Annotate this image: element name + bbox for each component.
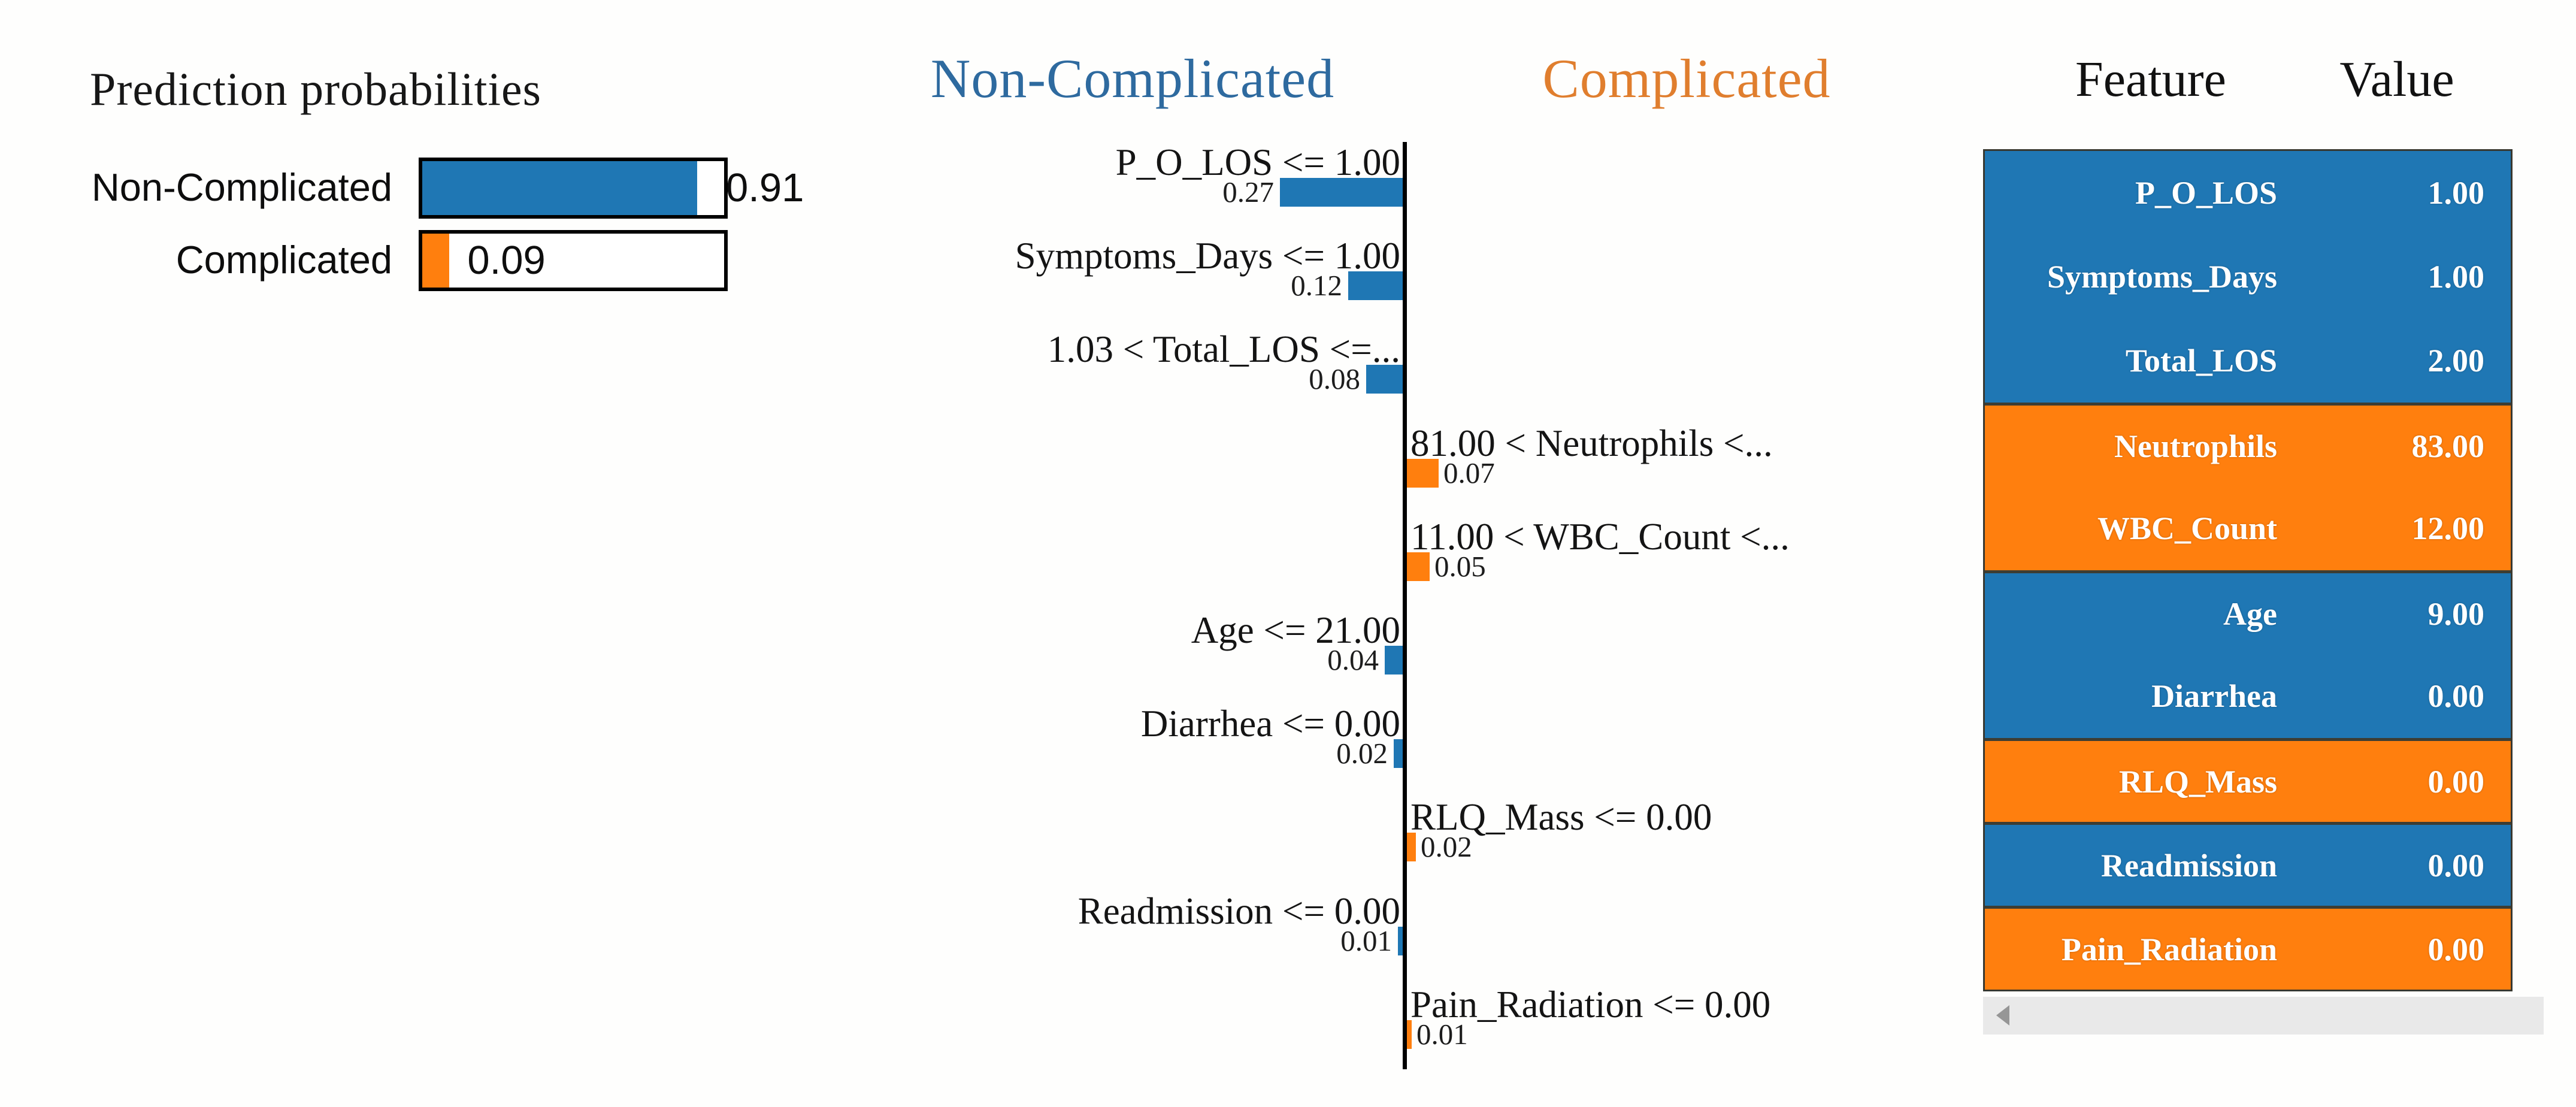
contribution-value: 0.27: [1222, 176, 1274, 208]
contribution-value: 0.05: [1434, 550, 1486, 583]
table-cell-value: 0.00: [2427, 847, 2485, 884]
probability-bar-fill: [422, 234, 450, 288]
table-header-feature: Feature: [2075, 52, 2226, 107]
prediction-class-label: Non-Complicated: [91, 165, 392, 209]
probability-bar: [419, 158, 728, 219]
feature-condition-label: Symptoms_Days <= 1.00: [1015, 235, 1400, 277]
contribution-value: 0.08: [1309, 362, 1360, 395]
table-row: Total_LOS 2.00: [1985, 319, 2511, 403]
table-cell-value: 0.00: [2427, 678, 2485, 714]
feature-condition-label: P_O_LOS <= 1.00: [1115, 141, 1400, 183]
table-row: WBC_Count 12.00: [1985, 486, 2511, 570]
table-cell-feature: P_O_LOS: [2135, 175, 2277, 211]
table-cell-value: 0.00: [2427, 763, 2485, 800]
table-row: Symptoms_Days 1.00: [1985, 235, 2511, 319]
contribution-bar: [1394, 739, 1403, 768]
prediction-class-label: Complicated: [175, 238, 392, 282]
table-cell-feature: Age: [2223, 595, 2277, 632]
table-row: Readmission 0.00: [1985, 822, 2511, 906]
contribution-value: 0.02: [1421, 830, 1472, 863]
table-cell-feature: RLQ_Mass: [2118, 763, 2277, 800]
table-cell-value: 1.00: [2427, 259, 2485, 295]
contribution-bar: [1398, 927, 1403, 955]
feature-condition-label: Readmission <= 0.00: [1077, 890, 1400, 932]
table-cell-value: 1.00: [2427, 175, 2485, 211]
zero-axis-line: [1403, 142, 1407, 1069]
probability-value: 0.91: [726, 165, 804, 210]
table-row: Age 9.00: [1985, 570, 2511, 654]
probability-value: 0.09: [467, 238, 546, 283]
table-cell-feature: Pain_Radiation: [2061, 931, 2277, 967]
table-cell-feature: Symptoms_Days: [2047, 259, 2277, 295]
feature-condition-label: Diarrhea <= 0.00: [1140, 703, 1400, 745]
feature-condition-label: RLQ_Mass <= 0.00: [1410, 796, 1712, 838]
prediction-probabilities-title: Prediction probabilities: [90, 63, 542, 115]
class-header-complicated: Complicated: [1542, 48, 1831, 109]
contribution-value: 0.12: [1291, 269, 1342, 302]
table-cell-value: 83.00: [2411, 428, 2485, 464]
probability-bar: 0.09: [419, 230, 728, 291]
table-row: Pain_Radiation 0.00: [1985, 906, 2511, 990]
feature-condition-label: Pain_Radiation <= 0.00: [1410, 984, 1771, 1026]
table-row: P_O_LOS 1.00: [1985, 151, 2511, 235]
contribution-bar: [1348, 271, 1403, 300]
table-row: Neutrophils 83.00: [1985, 403, 2511, 486]
feature-value-table: P_O_LOS 1.00 Symptoms_Days 1.00 Total_LOS 2.0…: [1983, 149, 2513, 991]
contribution-bar: [1280, 178, 1403, 207]
table-header-value: Value: [2339, 52, 2454, 107]
contribution-bar: [1407, 833, 1416, 861]
table-row: RLQ_Mass 0.00: [1985, 738, 2511, 822]
table-cell-feature: Total_LOS: [2125, 343, 2277, 379]
table-row: Diarrhea 0.00: [1985, 654, 2511, 738]
probability-bar-fill: [422, 161, 697, 215]
contribution-bar: [1407, 552, 1430, 581]
contribution-value: 0.01: [1340, 924, 1392, 957]
contribution-bar: [1407, 1020, 1412, 1049]
contribution-value: 0.07: [1443, 456, 1495, 489]
feature-condition-label: 11.00 < WBC_Count <...: [1410, 516, 1790, 558]
table-cell-feature: Neutrophils: [2114, 428, 2277, 464]
contribution-value: 0.01: [1416, 1018, 1468, 1051]
table-horizontal-scrollbar[interactable]: [1983, 997, 2544, 1035]
table-cell-value: 12.00: [2411, 510, 2485, 546]
table-cell-feature: WBC_Count: [2097, 510, 2277, 546]
table-cell-value: 0.00: [2427, 931, 2485, 967]
contribution-value: 0.02: [1336, 737, 1388, 770]
contribution-bar: [1385, 646, 1403, 675]
table-cell-feature: Diarrhea: [2151, 678, 2277, 714]
contribution-bar: [1407, 459, 1439, 488]
contribution-bar: [1366, 365, 1403, 394]
feature-condition-label: Age <= 21.00: [1191, 609, 1400, 651]
contribution-value: 0.04: [1327, 643, 1379, 676]
scroll-left-arrow-icon[interactable]: [1996, 1005, 2009, 1026]
table-cell-feature: Readmission: [2100, 847, 2277, 884]
table-cell-value: 9.00: [2427, 595, 2485, 632]
feature-condition-label: 81.00 < Neutrophils <...: [1410, 422, 1773, 464]
feature-condition-label: 1.03 < Total_LOS <=...: [1047, 328, 1400, 370]
class-header-non-complicated: Non-Complicated: [930, 48, 1335, 109]
table-cell-value: 2.00: [2427, 343, 2485, 379]
